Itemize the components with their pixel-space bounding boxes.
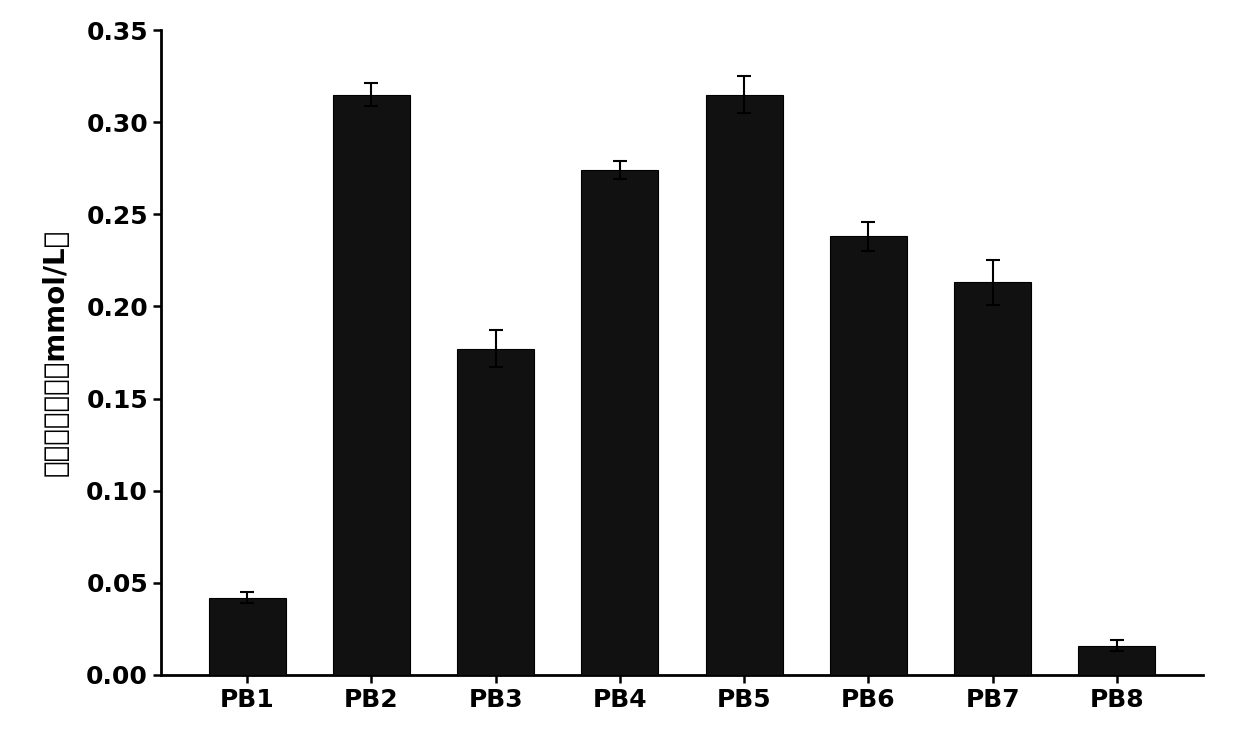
Bar xyxy=(582,170,658,675)
Bar xyxy=(954,283,1032,675)
Bar xyxy=(830,236,906,675)
Bar xyxy=(706,94,782,675)
Bar xyxy=(458,349,534,675)
Bar xyxy=(332,94,410,675)
Bar xyxy=(208,598,285,675)
Y-axis label: 总抗氧化能力（mmol/L）: 总抗氧化能力（mmol/L） xyxy=(41,229,69,476)
Bar xyxy=(1079,646,1156,675)
